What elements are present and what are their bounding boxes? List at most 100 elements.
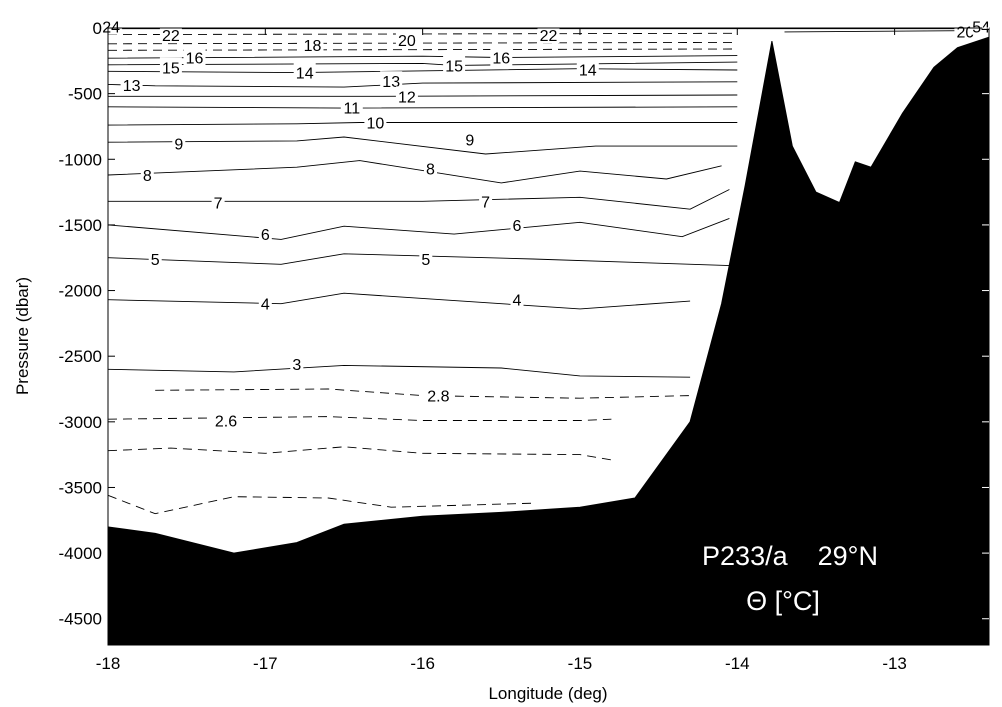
contour-line-21 <box>107 446 612 461</box>
contour-line-10 <box>107 106 738 109</box>
y-tick-label: -2500 <box>59 347 102 366</box>
contour-label: 14 <box>296 66 314 83</box>
contour-label: 2.6 <box>215 414 237 431</box>
contour-label-bg <box>183 47 206 66</box>
plot-frame <box>107 27 990 646</box>
contour-label-bg <box>140 165 154 183</box>
contour-label: 5 <box>151 252 160 269</box>
contour-label: 9 <box>174 137 183 154</box>
contour-label: 7 <box>481 194 490 211</box>
contour-label: 18 <box>304 38 322 55</box>
contour-label-bg <box>364 112 387 131</box>
x-axis-label: Longitude (deg) <box>488 684 607 703</box>
contour-label: 7 <box>214 196 223 213</box>
contour-label: 13 <box>382 74 400 91</box>
x-tick-label: -15 <box>568 654 593 673</box>
contour-label-bg <box>258 224 272 243</box>
contour-label-bg <box>490 47 513 66</box>
contour-label-bg <box>301 35 324 54</box>
y-tick-label: -4000 <box>59 544 102 563</box>
y-tick-label: -1500 <box>59 216 102 235</box>
contour-label-bg <box>290 354 304 373</box>
contour-label-bg <box>463 129 477 148</box>
contour-label: 22 <box>540 28 558 45</box>
x-axis: -18 -17 -16 -15 -14 -13 <box>96 28 907 673</box>
contour-label-bg <box>395 86 418 105</box>
x-tick-label: -18 <box>96 654 121 673</box>
y-tick-label: 0 <box>93 19 102 38</box>
y-tick-label: -3000 <box>59 413 102 432</box>
contour-line-7 <box>107 68 738 74</box>
contour-line-3 <box>784 30 982 33</box>
contour-label: 5 <box>421 252 430 269</box>
contour-label: 4 <box>513 293 522 310</box>
contour-line-20 <box>107 416 612 421</box>
y-tick-label: -4500 <box>59 610 102 629</box>
contour-label-bg <box>479 191 493 210</box>
y-tick-label: -1000 <box>59 150 102 169</box>
contour-label: 15 <box>162 60 180 77</box>
contour-label-bg <box>576 59 599 78</box>
contour-label-bg <box>211 192 225 211</box>
y-tick-label: -500 <box>68 85 102 104</box>
contour-label: 3 <box>292 357 301 374</box>
contour-label-bg <box>340 97 363 116</box>
contour-label-bg <box>120 75 143 94</box>
contour-label-bg <box>258 293 272 312</box>
contour-label: 22 <box>162 28 180 45</box>
contour-line-12 <box>107 136 738 155</box>
contour-line-14 <box>108 189 730 210</box>
contour-line-16 <box>107 253 730 267</box>
contour-label-bg <box>422 385 454 404</box>
contour-label: 8 <box>143 168 152 185</box>
contour-label-bg <box>172 133 186 152</box>
contour-label-bg <box>148 249 162 267</box>
contour-line-9 <box>108 94 738 97</box>
contour-label-bg <box>443 55 466 74</box>
contour-label: 4 <box>261 297 270 314</box>
contour-label: 13 <box>123 78 141 95</box>
contour-line-2 <box>107 41 738 45</box>
contour-label: 20 <box>957 24 975 41</box>
contour-label: 8 <box>426 162 435 179</box>
contour-line-19 <box>155 388 691 399</box>
contour-label: 9 <box>465 133 474 150</box>
contour-label-bg <box>159 57 182 76</box>
contour-label: 6 <box>261 227 270 244</box>
contour-label-bg <box>380 71 403 90</box>
contour-line-22 <box>107 494 533 515</box>
contour-label: 15 <box>445 58 463 75</box>
contour-label-bg <box>293 62 316 81</box>
contour-label-bg <box>100 16 123 35</box>
contour-label: 20 <box>398 33 416 50</box>
contour-label-bg <box>510 214 524 233</box>
contour-label: 6 <box>513 218 522 235</box>
contour-line-11 <box>107 122 738 126</box>
seafloor-fill <box>107 36 990 646</box>
contour-label-bg <box>424 158 437 177</box>
y-axis-label: Pressure (dbar) <box>13 277 32 395</box>
contour-label: 16 <box>186 51 204 68</box>
bathymetry <box>107 36 990 646</box>
y-tick-label: -2000 <box>59 282 102 301</box>
contour-label: 10 <box>367 116 385 133</box>
contour-line-8 <box>107 81 738 88</box>
y-axis: 0 -500 -1000 -1500 -2000 -2500 -3000 -3500 -4000… <box>59 19 989 629</box>
contour-line-15 <box>107 217 730 240</box>
contour-label-bg <box>210 410 242 429</box>
variable-annotation: Θ [°C] <box>746 586 820 616</box>
contour-line-17 <box>107 292 691 310</box>
contour-label-bg <box>159 25 182 44</box>
contour-label-bg <box>510 289 524 308</box>
contour-line-13 <box>107 160 722 184</box>
x-tick-label: -13 <box>882 654 907 673</box>
x-tick-label: -17 <box>253 654 278 673</box>
contour-line-18 <box>107 364 691 378</box>
x-tick-label: -16 <box>410 654 435 673</box>
contour-label: 16 <box>492 51 510 68</box>
contour-label: 11 <box>343 100 360 117</box>
contour-label: 2.8 <box>427 389 449 406</box>
section-annotation: P233/a 29°N <box>702 541 878 571</box>
